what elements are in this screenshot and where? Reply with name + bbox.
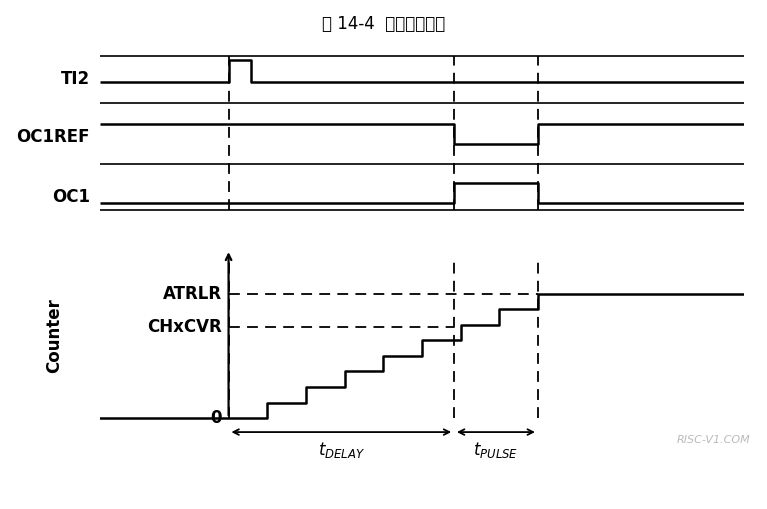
Text: OC1: OC1	[52, 188, 90, 206]
Text: Counter: Counter	[45, 298, 64, 373]
Text: RISC-V1.COM: RISC-V1.COM	[676, 435, 750, 444]
Text: 0: 0	[211, 409, 222, 427]
Text: CHxCVR: CHxCVR	[147, 318, 222, 336]
Text: $t_{DELAY}$: $t_{DELAY}$	[318, 440, 365, 460]
Text: TI2: TI2	[61, 70, 90, 88]
Text: 图 14-4  单脉冲的产生: 图 14-4 单脉冲的产生	[322, 15, 445, 33]
Text: ATRLR: ATRLR	[163, 285, 222, 303]
Text: $t_{PULSE}$: $t_{PULSE}$	[473, 440, 518, 460]
Text: OC1REF: OC1REF	[17, 128, 90, 146]
